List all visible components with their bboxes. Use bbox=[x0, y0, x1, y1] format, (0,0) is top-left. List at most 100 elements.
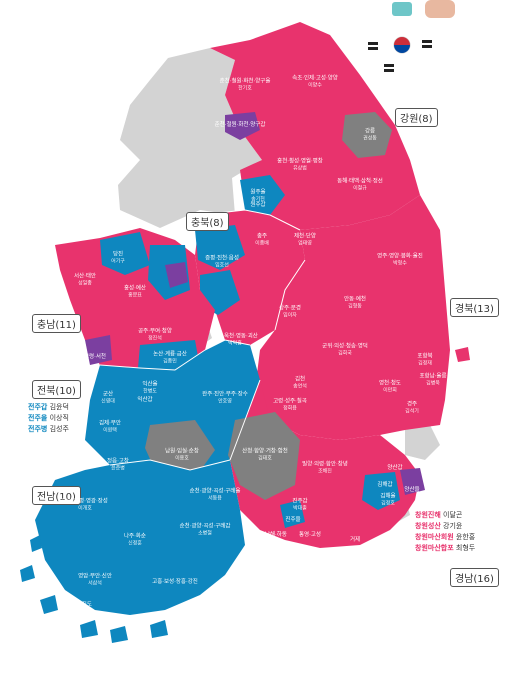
chuncheon-gap-area bbox=[225, 112, 260, 140]
asan-area bbox=[165, 262, 188, 288]
list-item: 창원진해 이달곤 bbox=[415, 511, 463, 519]
district-name: 원주을 bbox=[250, 189, 266, 196]
region-label-gangwon: 강원(8) bbox=[395, 108, 438, 127]
list-item: 전주병 김성주 bbox=[28, 425, 69, 433]
district-name: 익산을 bbox=[142, 381, 158, 388]
district-winner: 이용호 bbox=[175, 455, 189, 461]
district-name: 산청·함양·거창·합천 bbox=[242, 448, 288, 455]
district-winner: 성일종 bbox=[78, 280, 92, 286]
district-name: 보령·서천 bbox=[84, 353, 106, 360]
district-label: 안동·예천 김형동 bbox=[344, 297, 366, 310]
district-winner: 한병도 bbox=[143, 388, 157, 394]
district-winner: 신정훈 bbox=[128, 540, 142, 546]
district-name: 진주갑 bbox=[292, 498, 308, 505]
district-label: 원주갑 bbox=[250, 202, 265, 209]
district-winner: 김희국 bbox=[338, 350, 352, 356]
region-label-chungbuk: 충북(8) bbox=[186, 212, 229, 231]
district-name: 당진 bbox=[112, 251, 124, 258]
district-label: 속초·인제·고성·양양 이양수 bbox=[292, 76, 338, 89]
district-winner: 유상범 bbox=[293, 165, 307, 171]
district-label: 정읍·고창 윤준병 bbox=[107, 459, 129, 472]
district-name: 영천·청도 bbox=[379, 380, 401, 387]
district-label: 보은·옥천·영동·괴산 박덕흠 bbox=[212, 334, 258, 347]
district-label: 순천·광양·곡성·구례갑 소병철 bbox=[180, 524, 231, 537]
district-name: 군산 bbox=[102, 391, 114, 398]
district-winner: 이양수 bbox=[308, 82, 322, 88]
district-label: 논산·계룡·금산 김종민 bbox=[153, 352, 187, 365]
district-label: 사천·남해·하동 bbox=[253, 532, 287, 539]
district-name: 영암·무안·신안 bbox=[78, 573, 112, 580]
district-label: 김천 송언석 bbox=[293, 377, 307, 390]
district-label: 원주을 송기헌 bbox=[250, 190, 265, 203]
district-label: 통영·고성 bbox=[299, 532, 321, 539]
district-label: 서산·태안 성일종 bbox=[74, 274, 96, 287]
district-name: 사천·남해·하동 bbox=[253, 531, 287, 538]
district-name: 포항북 bbox=[417, 353, 433, 360]
district-label: 거제 bbox=[350, 537, 360, 544]
district-label: 포항남·울릉 김병욱 bbox=[419, 374, 446, 387]
district-name: 군위·의성·청송·영덕 bbox=[322, 343, 368, 350]
district-label: 양산갑 bbox=[387, 465, 402, 472]
changwon-list: 창원진해 이달곤 창원성산 강기윤 창원마산회원 윤한홍 창원마산합포 최형두 bbox=[415, 510, 475, 554]
district-name: 고흥·보성·장흥·강진 bbox=[152, 578, 198, 585]
district-name: 공주·부여·청양 bbox=[138, 328, 172, 335]
district-winner: 송기헌 bbox=[251, 196, 265, 202]
district-label: 김제·부안 이원택 bbox=[99, 421, 121, 434]
district-winner: 홍문표 bbox=[128, 292, 142, 298]
district-label: 익산을 한병도 bbox=[142, 382, 157, 395]
district-winner: 이종배 bbox=[255, 240, 269, 246]
district-name: 순천·광양·곡성·구례을 bbox=[189, 488, 241, 495]
jincheon-area bbox=[195, 225, 245, 270]
district-name: 고령·성주·칠곡 bbox=[273, 398, 307, 405]
region-borders bbox=[99, 209, 306, 471]
district-name: 춘천·철원·화천·양구갑 bbox=[214, 121, 266, 128]
region-label-gyeongbuk: 경북(13) bbox=[450, 298, 499, 317]
district-winner: 김석기 bbox=[405, 408, 419, 414]
district-name: 동해·태백·삼척·정선 bbox=[337, 178, 383, 185]
district-label: 보령·서천 bbox=[84, 354, 106, 361]
boryeong-area bbox=[85, 335, 112, 365]
gyeongbuk-region bbox=[255, 195, 450, 440]
district-name: 서산·태안 bbox=[74, 273, 96, 280]
district-name: 충주 bbox=[256, 233, 268, 240]
gyeonggi-area bbox=[118, 48, 262, 228]
district-label: 제천·단양 엄태영 bbox=[294, 234, 316, 247]
district-winner: 한기호 bbox=[238, 85, 252, 91]
district-label: 공주·부여·청양 정진석 bbox=[138, 329, 172, 342]
district-name: 순천·광양·곡성·구례갑 bbox=[179, 523, 231, 530]
islands-south bbox=[80, 620, 168, 643]
district-winner: 신영대 bbox=[101, 398, 115, 404]
district-winner: 이개호 bbox=[78, 505, 92, 511]
district-label: 영천·청도 이만희 bbox=[379, 381, 401, 394]
district-label: 홍성·예산 홍문표 bbox=[124, 286, 146, 299]
region-label-chungnam: 충남(11) bbox=[32, 314, 81, 333]
islands-west bbox=[20, 535, 58, 614]
district-winner: 김종민 bbox=[163, 358, 177, 364]
district-label: 춘천·철원·화천·양구을 한기호 bbox=[220, 79, 271, 92]
district-label: 춘천·철원·화천·양구갑 bbox=[215, 122, 266, 129]
district-label: 진주을 bbox=[285, 517, 300, 524]
district-winner: 박형수 bbox=[393, 260, 407, 266]
district-label: 김해갑 bbox=[377, 482, 392, 489]
district-name: 원주갑 bbox=[250, 201, 266, 208]
district-winner: 김정재 bbox=[418, 360, 432, 366]
district-name: 김제·부안 bbox=[99, 420, 121, 427]
district-winner: 어기구 bbox=[111, 258, 125, 264]
district-winner: 박대출 bbox=[293, 505, 307, 511]
district-name: 통영·고성 bbox=[299, 531, 321, 538]
district-winner: 이만희 bbox=[383, 387, 397, 393]
district-label: 포항북 김정재 bbox=[417, 354, 432, 367]
district-winner: 임호선 bbox=[215, 262, 229, 268]
jeonbuk-region bbox=[85, 340, 260, 470]
district-name: 증평·진천·음성 bbox=[205, 255, 239, 262]
district-name: 거제 bbox=[349, 536, 361, 543]
district-label: 강릉 권성동 bbox=[363, 129, 377, 142]
sancheong-area bbox=[228, 412, 300, 500]
district-name: 김천 bbox=[294, 376, 306, 383]
district-label: 영주·영양·봉화·울진 박형수 bbox=[377, 254, 423, 267]
yangsan-area bbox=[400, 468, 425, 495]
district-name: 보은·옥천·영동·괴산 bbox=[212, 333, 258, 340]
district-name: 양산을 bbox=[404, 486, 420, 493]
district-winner: 김정호 bbox=[381, 500, 395, 506]
